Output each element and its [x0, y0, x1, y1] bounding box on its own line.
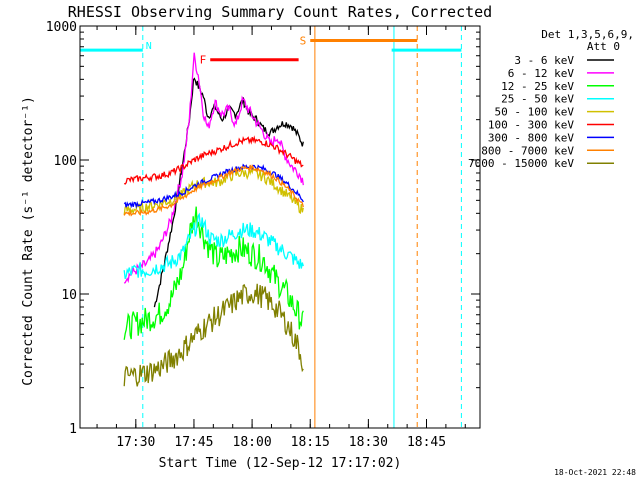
x-tick-label: 18:45	[407, 435, 446, 450]
y-tick-label: 1	[69, 422, 77, 437]
series-line	[123, 52, 304, 284]
flag-layer: N F S	[146, 34, 418, 67]
legend-entry-label: 300 - 800 keV	[488, 131, 574, 144]
series-line	[123, 206, 304, 340]
legend-entry-label: 3 - 6 keV	[514, 54, 574, 67]
y-tick-label: 100	[54, 154, 77, 169]
series-layer	[123, 52, 304, 387]
annotation-lines	[79, 26, 462, 428]
series-line	[123, 163, 304, 209]
series-line	[123, 212, 304, 280]
legend-entry-label: 25 - 50 keV	[501, 93, 574, 106]
series-line	[123, 135, 304, 185]
flag-label: N	[146, 41, 152, 52]
axis-layer: 1 10 100 1000 17:30 17:45 18:00 18:15 18:30 18:45	[46, 20, 480, 450]
y-axis-label: Corrected Count Rate (s⁻¹ detector⁻¹)	[21, 96, 36, 386]
legend-header-line-2: Att 0	[587, 40, 620, 53]
chart-title: RHESSI Observing Summary Count Rates, Co…	[68, 3, 492, 21]
x-tick-label: 17:45	[174, 435, 213, 450]
y-tick-label: 1000	[46, 20, 77, 35]
series-line	[123, 164, 304, 217]
legend-entry-label: 800 - 7000 keV	[481, 144, 574, 157]
series-line	[123, 166, 304, 216]
x-tick-label: 18:15	[291, 435, 330, 450]
x-tick-label: 18:00	[233, 435, 272, 450]
flag-label: F	[200, 54, 207, 67]
legend-entry-label: 12 - 25 keV	[501, 80, 574, 93]
flag-label: S	[300, 34, 307, 47]
x-axis-label: Start Time (12-Sep-12 17:17:02)	[159, 456, 402, 471]
footer-date: 18-Oct-2021 22:48	[554, 468, 636, 477]
plot-frame	[79, 25, 481, 429]
series-line	[123, 283, 304, 387]
legend-entry-label: 6 - 12 keV	[508, 67, 575, 80]
x-tick-label: 18:30	[349, 435, 388, 450]
legend-entry-label: 100 - 300 keV	[488, 119, 574, 132]
x-tick-label: 17:30	[116, 435, 155, 450]
legend-header-line-1: Det 1,3,5,6,9,	[541, 28, 634, 41]
y-tick-label: 10	[61, 288, 77, 303]
legend-entry-label: 50 - 100 keV	[495, 106, 575, 119]
legend-entry-label: 7000 - 15000 keV	[468, 157, 574, 170]
